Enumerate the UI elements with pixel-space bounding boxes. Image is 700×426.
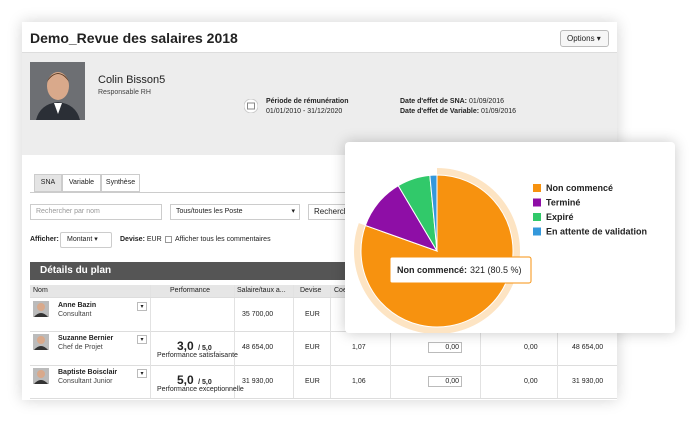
legend-label: Non commencé <box>546 183 613 193</box>
options-label: Options <box>567 34 595 43</box>
salary: 35 700,00 <box>242 310 274 318</box>
options-button[interactable]: Options ▾ <box>560 30 609 47</box>
comments-label: Afficher tous les commentaires <box>175 236 271 243</box>
tooltip-name: Non commencé: <box>397 265 467 275</box>
column-header: Performance <box>170 287 211 294</box>
profile-photo <box>30 62 85 120</box>
rating-scale: / 5,0 <box>198 379 212 386</box>
column-header: Devise <box>300 287 322 294</box>
avatar <box>33 301 49 317</box>
row-menu[interactable]: ▾ <box>137 335 147 344</box>
show-label: Afficher: <box>30 236 59 243</box>
employee-role: Consultant Junior <box>58 378 113 385</box>
table-row: Suzanne Bernier Chef de Projet ▾ 3,0 / 5,0 P… <box>30 331 617 366</box>
profile-panel <box>22 52 617 155</box>
legend-swatch <box>533 184 541 192</box>
row-menu[interactable]: ▾ <box>137 302 147 311</box>
poste-value: Tous/toutes les Poste <box>176 208 243 215</box>
sna-label: Date d'effet de SNA: <box>400 98 468 105</box>
sna-date: 01/09/2016 <box>468 98 505 105</box>
chart: Non commencé Terminé Expiré En attente de v… <box>354 168 647 334</box>
var-label: Date d'effet de Variable: <box>400 108 480 115</box>
legend-label: Terminé <box>546 198 580 208</box>
amount: 0,00 <box>524 344 538 351</box>
show-value: Montant <box>67 236 93 243</box>
rating-label: Performance exceptionnelle <box>157 386 244 393</box>
currency: EUR <box>305 310 320 318</box>
rating-label: Performance satisfaisante <box>157 352 238 359</box>
row-menu[interactable]: ▾ <box>137 369 147 378</box>
period-label: Période de rémunération <box>266 98 349 105</box>
coefficient: 1,07 <box>352 344 366 351</box>
total: 31 930,00 <box>572 377 604 385</box>
salary: 48 654,00 <box>242 344 274 351</box>
tooltip-box <box>389 256 532 284</box>
employee-name: Baptiste Boisclair <box>58 369 118 376</box>
legend-label: Expiré <box>546 212 574 222</box>
currency-value: EUR <box>146 236 162 243</box>
legend-swatch <box>533 213 541 221</box>
section-title: Détails du plan <box>40 265 112 276</box>
var-date: 01/09/2016 <box>481 108 517 115</box>
profile-name: Colin Bisson5 <box>98 74 166 86</box>
amount-input[interactable]: 0,00 <box>428 375 462 387</box>
column-header: Nom <box>33 287 48 294</box>
legend-label: En attente de validation <box>546 227 647 237</box>
period-value: 01/01/2010 - 31/12/2020 <box>266 108 343 115</box>
comments-checkbox[interactable] <box>165 236 172 243</box>
tab[interactable]: Synthèse <box>101 174 140 192</box>
avatar <box>33 368 49 384</box>
rating-scale: / 5,0 <box>198 345 212 352</box>
employee-name: Anne Bazin <box>58 302 97 309</box>
total: 48 654,00 <box>572 344 604 351</box>
amount-input[interactable]: 0,00 <box>428 342 462 353</box>
currency-label: Devise: <box>120 236 145 243</box>
employee-role: Chef de Projet <box>58 344 103 351</box>
profile-role: Responsable RH <box>98 89 151 96</box>
poste-select[interactable]: Tous/toutes les Poste ▾ <box>170 204 300 220</box>
rating: 3,0 <box>177 339 194 353</box>
column-header: Salaire/taux a... <box>237 287 286 294</box>
amount: 0,00 <box>524 377 538 385</box>
table-row: Baptiste Boisclair Consultant Junior ▾ 5,0 … <box>30 365 617 399</box>
pie-slice <box>429 174 438 252</box>
page-title: Demo_Revue des salaires 2018 <box>30 30 238 46</box>
currency: EUR <box>305 344 320 351</box>
chart-popup: Non commencé Terminé Expiré En attente de v… <box>345 142 675 334</box>
legend-swatch <box>533 198 541 207</box>
tooltip-value: 321 (80.5 %) <box>470 265 522 275</box>
search-input[interactable]: Rechercher par nom <box>30 204 162 220</box>
employee-name: Suzanne Bernier <box>58 335 114 342</box>
tab[interactable]: Variable <box>62 174 101 192</box>
column-header: Coe <box>334 287 347 294</box>
currency: EUR <box>305 377 320 385</box>
calendar-icon <box>244 99 258 113</box>
tab-divider <box>30 192 617 193</box>
show-select[interactable]: Montant ▾ <box>60 232 112 248</box>
avatar <box>33 334 49 350</box>
legend-swatch <box>533 227 541 236</box>
salary: 31 930,00 <box>242 377 274 385</box>
tab[interactable]: SNA <box>34 174 62 192</box>
tooltip-text: Non commencé: 321 (80.5 %) <box>397 265 522 275</box>
employee-role: Consultant <box>58 311 92 318</box>
coefficient: 1,06 <box>352 377 366 385</box>
rating: 5,0 <box>177 373 194 387</box>
